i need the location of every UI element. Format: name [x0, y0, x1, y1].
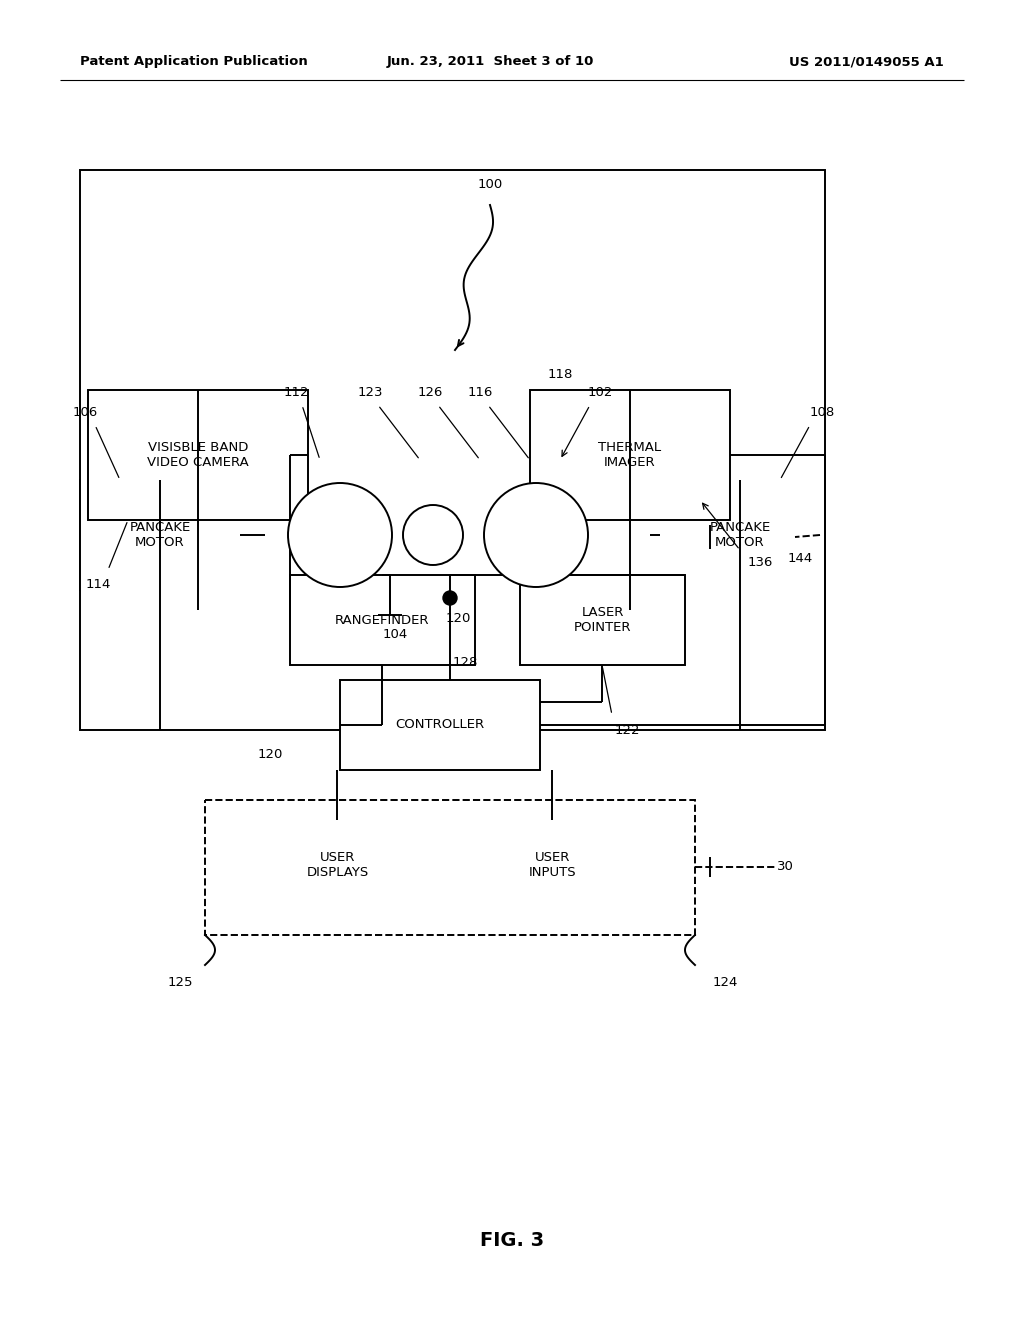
Text: 116: 116	[467, 385, 493, 399]
Text: 124: 124	[713, 977, 737, 990]
Text: 125: 125	[167, 977, 193, 990]
Text: VISISBLE BAND
VIDEO CAMERA: VISISBLE BAND VIDEO CAMERA	[147, 441, 249, 469]
Text: 102: 102	[588, 385, 612, 399]
Bar	[290, 576, 475, 665]
Text: USER
DISPLAYS: USER DISPLAYS	[306, 851, 369, 879]
Bar	[530, 389, 730, 520]
Circle shape	[443, 591, 457, 605]
Circle shape	[403, 506, 463, 565]
Text: LASER
POINTER: LASER POINTER	[573, 606, 631, 634]
Text: PANCAKE
MOTOR: PANCAKE MOTOR	[710, 521, 771, 549]
Text: FIG. 3: FIG. 3	[480, 1230, 544, 1250]
Bar	[255, 820, 420, 909]
Text: Patent Application Publication: Patent Application Publication	[80, 55, 308, 69]
Text: 123: 123	[357, 385, 383, 399]
Text: 128: 128	[453, 656, 477, 668]
Text: Jun. 23, 2011  Sheet 3 of 10: Jun. 23, 2011 Sheet 3 of 10	[386, 55, 594, 69]
Text: 120: 120	[445, 611, 471, 624]
Text: 126: 126	[418, 385, 442, 399]
Bar	[88, 389, 308, 520]
Text: 118: 118	[547, 368, 572, 381]
Text: 108: 108	[809, 405, 835, 418]
Text: 112: 112	[284, 385, 309, 399]
Text: 136: 136	[748, 556, 773, 569]
Circle shape	[484, 483, 588, 587]
Text: CONTROLLER: CONTROLLER	[395, 718, 484, 731]
Text: 144: 144	[787, 552, 813, 565]
Text: PANCAKE
MOTOR: PANCAKE MOTOR	[129, 521, 190, 549]
Text: 30: 30	[776, 861, 794, 874]
Text: 104: 104	[382, 628, 408, 642]
Text: 114: 114	[85, 578, 111, 591]
Text: 120: 120	[257, 748, 283, 762]
Bar	[520, 576, 685, 665]
Text: US 2011/0149055 A1: US 2011/0149055 A1	[790, 55, 944, 69]
Bar	[340, 680, 540, 770]
Text: THERMAL
IMAGER: THERMAL IMAGER	[598, 441, 662, 469]
Bar	[470, 820, 635, 909]
Bar	[660, 480, 820, 590]
Text: 100: 100	[477, 178, 503, 191]
Text: RANGEFINDER: RANGEFINDER	[335, 614, 430, 627]
Text: 106: 106	[73, 405, 97, 418]
Text: USER
INPUTS: USER INPUTS	[528, 851, 577, 879]
Circle shape	[288, 483, 392, 587]
Bar	[80, 480, 240, 590]
Bar	[265, 459, 650, 610]
Bar	[80, 170, 825, 730]
Text: 122: 122	[614, 723, 640, 737]
Bar	[205, 800, 695, 935]
